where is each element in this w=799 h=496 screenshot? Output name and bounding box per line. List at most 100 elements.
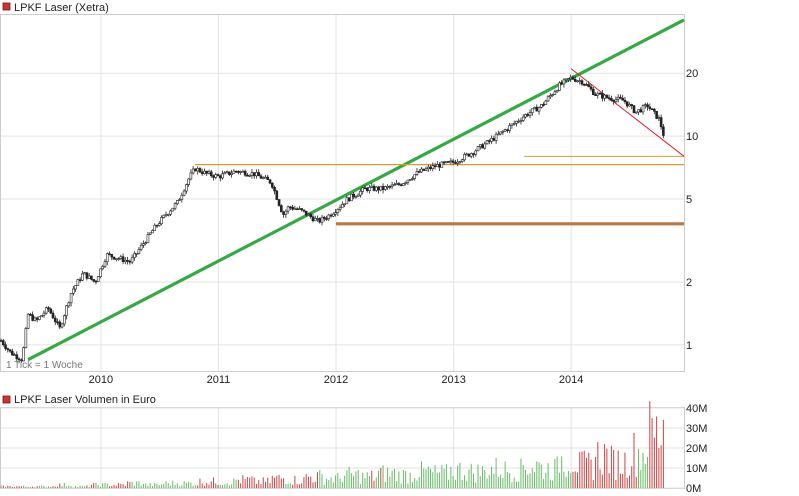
price-candle-body	[8, 349, 12, 352]
volume-bar	[265, 481, 267, 488]
price-candle-body	[490, 138, 493, 142]
volume-bar	[595, 456, 597, 488]
price-candle-body	[510, 123, 514, 126]
price-candle-body	[458, 161, 462, 163]
price-candle-body	[659, 117, 663, 128]
volume-bar	[262, 477, 264, 488]
price-candle-body	[643, 104, 647, 106]
price-candle-body	[555, 90, 559, 93]
price-candle-body	[438, 164, 441, 168]
volume-bar	[5, 487, 7, 488]
volume-bar	[382, 465, 384, 488]
volume-bar	[427, 466, 429, 488]
volume-bar	[647, 456, 649, 488]
price-candle-body	[246, 174, 249, 177]
price-candle-body	[653, 108, 656, 112]
volume-bar	[330, 477, 332, 488]
long-term-uptrend	[27, 18, 685, 362]
volume-bar	[104, 482, 106, 488]
volume-bar	[586, 458, 588, 488]
price-candle-body	[408, 179, 412, 181]
volume-bar	[235, 479, 237, 488]
volume-bar	[27, 486, 29, 488]
volume-bar	[357, 470, 359, 488]
price-candle-body	[393, 184, 396, 186]
price-candle-body	[582, 83, 586, 86]
price-candle-body	[485, 140, 489, 145]
price-x-tick-label: 2014	[559, 374, 583, 386]
volume-bar	[54, 486, 56, 488]
volume-bar	[156, 483, 158, 488]
volume-bar	[432, 472, 434, 488]
volume-bar	[50, 487, 52, 488]
price-overlays	[27, 18, 685, 362]
price-candle-body	[218, 175, 222, 179]
volume-bar	[307, 476, 309, 488]
price-candle-body	[478, 144, 482, 147]
volume-bar	[174, 484, 176, 488]
price-candle-body	[610, 98, 613, 101]
price-candle-body	[569, 76, 572, 79]
price-candle-body	[397, 183, 401, 185]
volume-bar	[161, 484, 163, 488]
volume-bar	[32, 486, 34, 488]
volume-bar	[364, 478, 366, 488]
price-candle-body	[648, 106, 652, 109]
volume-bar	[179, 486, 181, 488]
volume-bar	[570, 473, 572, 488]
volume-bar	[312, 482, 314, 488]
volume-bar	[393, 468, 395, 488]
price-candle-body	[578, 80, 582, 82]
price-candle-body	[623, 99, 627, 102]
volume-bar	[16, 486, 18, 488]
volume-bar	[9, 485, 11, 488]
price-candle-body	[128, 260, 132, 263]
volume-y-tick-label: 20M	[686, 443, 707, 455]
volume-bar	[7, 485, 9, 488]
price-candle-body	[440, 161, 444, 168]
price-candle-body	[130, 257, 134, 263]
volume-bar	[253, 477, 255, 488]
price-candle-body	[239, 171, 242, 173]
price-candle-body	[354, 195, 358, 198]
price-candle-body	[625, 101, 629, 107]
volume-bar	[425, 469, 427, 488]
volume-bar	[470, 463, 472, 488]
price-candle-body	[573, 78, 577, 82]
volume-bar	[185, 482, 187, 488]
price-candle-body	[286, 206, 290, 212]
price-candle-body	[630, 104, 634, 107]
volume-bar	[321, 474, 323, 488]
price-candle-body	[632, 105, 636, 114]
price-candle-body	[374, 186, 378, 191]
price-candle-body	[533, 106, 536, 110]
price-candle-body	[178, 199, 181, 201]
price-candle-body	[257, 172, 261, 177]
price-y-tick-labels: 1 2 5 10 20	[686, 68, 698, 352]
price-candle-body	[497, 133, 500, 136]
price-candle-body	[641, 105, 645, 113]
volume-bar	[145, 483, 147, 488]
price-candle-body	[83, 272, 86, 275]
volume-bar	[292, 484, 294, 488]
price-candle-body	[481, 144, 484, 149]
volume-bar	[219, 484, 221, 488]
volume-bar	[547, 463, 549, 488]
volume-bar	[463, 475, 465, 488]
volume-bar	[326, 478, 328, 488]
price-x-tick-labels: 2010 2011 2012 2013 2014	[89, 374, 584, 386]
price-candle-body	[24, 328, 28, 348]
volume-bar	[348, 466, 350, 488]
volume-bar	[197, 485, 199, 488]
volume-bar	[355, 471, 357, 488]
price-candle-body	[148, 232, 152, 235]
volume-bar	[606, 448, 608, 488]
price-candle-body	[390, 184, 394, 187]
volume-bar	[549, 479, 551, 488]
price-candle-body	[126, 260, 129, 262]
price-candle-body	[628, 104, 631, 107]
volume-bar	[23, 485, 25, 488]
price-candle-body	[540, 104, 543, 108]
price-candle-body	[657, 117, 661, 119]
